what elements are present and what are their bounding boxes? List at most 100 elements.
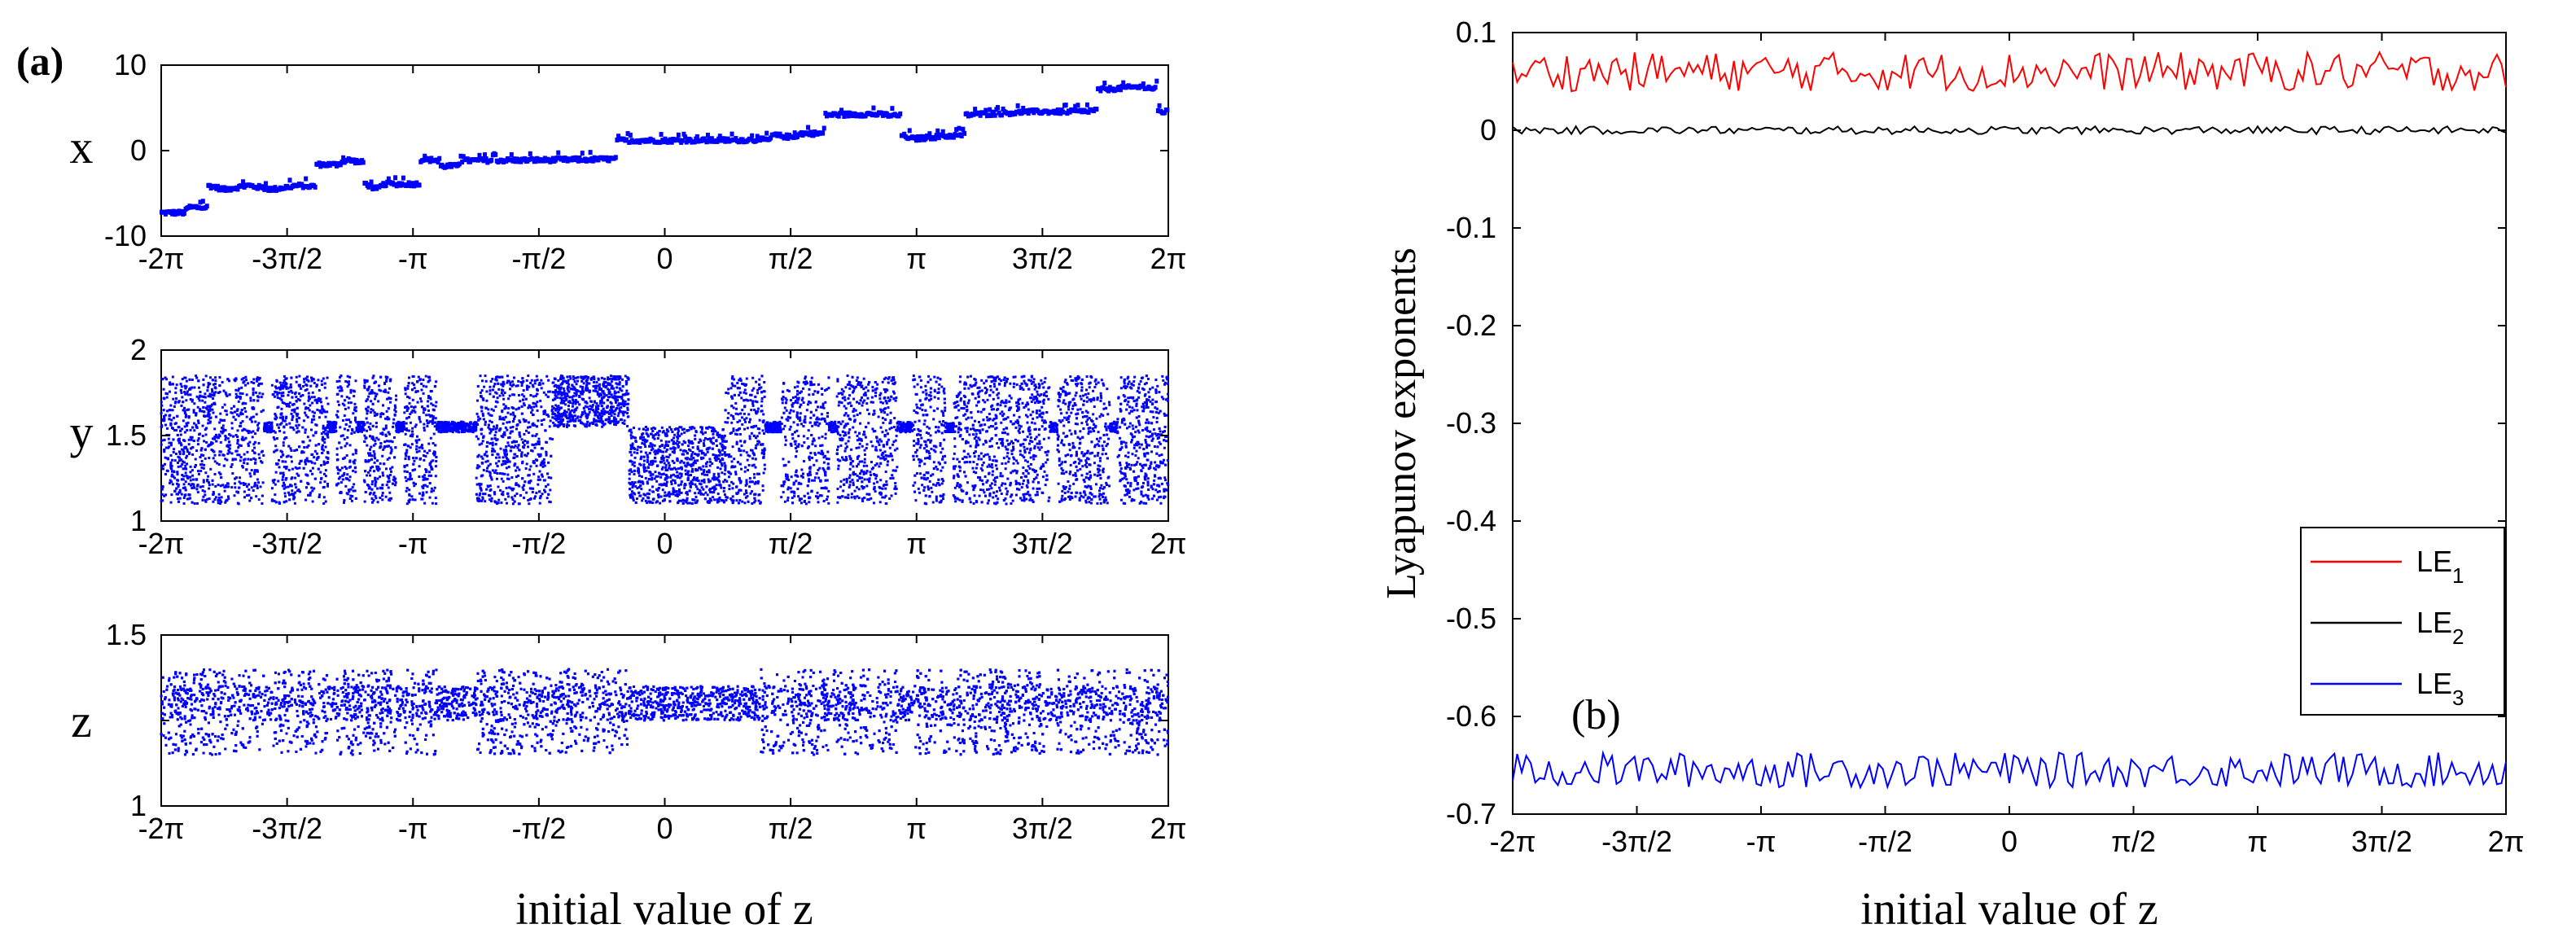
y-point bbox=[1123, 395, 1126, 398]
y-point bbox=[559, 406, 563, 409]
y-point bbox=[751, 457, 755, 460]
y-point bbox=[201, 488, 204, 492]
y-point bbox=[880, 410, 883, 414]
y-point bbox=[609, 374, 612, 378]
x-point bbox=[287, 177, 292, 183]
y-point bbox=[504, 405, 507, 408]
x-point bbox=[934, 133, 939, 138]
y-point bbox=[218, 390, 221, 393]
x-point bbox=[954, 127, 959, 133]
y-point bbox=[871, 427, 874, 431]
y-point bbox=[169, 453, 173, 457]
y-point bbox=[895, 396, 898, 400]
y-point bbox=[1166, 482, 1169, 485]
y-point bbox=[307, 399, 310, 402]
x-point bbox=[921, 134, 926, 140]
y-point bbox=[213, 401, 217, 405]
y-point bbox=[379, 496, 382, 499]
y-point bbox=[624, 400, 627, 403]
y-point bbox=[1064, 485, 1067, 488]
y-point bbox=[1097, 440, 1101, 443]
y-point bbox=[223, 485, 226, 488]
y-point bbox=[423, 449, 427, 453]
y-point bbox=[502, 394, 505, 397]
y-point bbox=[800, 398, 804, 401]
y-point bbox=[668, 464, 671, 467]
y-point bbox=[1071, 446, 1075, 449]
y-point bbox=[796, 488, 800, 491]
y-point bbox=[243, 490, 246, 493]
y-point bbox=[182, 478, 185, 481]
y-point bbox=[1000, 493, 1003, 496]
y-point bbox=[646, 456, 650, 459]
y-point bbox=[319, 481, 322, 484]
y-point bbox=[529, 381, 532, 384]
y-point bbox=[1125, 408, 1128, 411]
y-point bbox=[621, 399, 624, 402]
x-point bbox=[1140, 84, 1145, 90]
y-point bbox=[481, 457, 484, 460]
y-point bbox=[290, 455, 293, 458]
y-point bbox=[672, 461, 676, 464]
y-point bbox=[217, 391, 220, 394]
y-point bbox=[353, 402, 357, 405]
y-point bbox=[638, 462, 642, 466]
y-point bbox=[388, 491, 392, 494]
x-point bbox=[932, 136, 937, 142]
x-point bbox=[1106, 88, 1111, 94]
y-point bbox=[761, 429, 764, 432]
y-point bbox=[234, 482, 237, 485]
y-point bbox=[500, 477, 503, 480]
x-point bbox=[940, 129, 945, 134]
y-point bbox=[346, 374, 349, 378]
y-point bbox=[687, 445, 690, 448]
y-point bbox=[246, 485, 249, 488]
x-point bbox=[977, 110, 982, 116]
x-point bbox=[792, 130, 797, 136]
y-point bbox=[304, 462, 308, 466]
y-point bbox=[588, 396, 591, 400]
y-point bbox=[324, 415, 327, 418]
x-point bbox=[808, 129, 813, 135]
y-point bbox=[725, 498, 728, 501]
y-point bbox=[1036, 473, 1039, 476]
x-point bbox=[717, 134, 722, 139]
y-point bbox=[427, 400, 430, 403]
x-point bbox=[1098, 88, 1103, 94]
y-point bbox=[992, 408, 996, 411]
x-point bbox=[683, 134, 688, 140]
y-point bbox=[633, 472, 636, 475]
y-point bbox=[790, 409, 793, 412]
x-point bbox=[704, 139, 709, 145]
x-point bbox=[615, 137, 620, 142]
y-point bbox=[485, 488, 488, 491]
y-point bbox=[740, 445, 743, 448]
y-point bbox=[1015, 405, 1019, 408]
y-point bbox=[942, 414, 945, 417]
x-point bbox=[273, 185, 278, 191]
y-point bbox=[1125, 427, 1128, 430]
x-point bbox=[527, 156, 532, 162]
x-point bbox=[221, 187, 226, 193]
y-point bbox=[478, 482, 481, 485]
y-point bbox=[1145, 421, 1148, 424]
y-point bbox=[574, 398, 577, 401]
y-point bbox=[839, 485, 842, 488]
y-point bbox=[261, 481, 265, 484]
y-point bbox=[595, 402, 598, 405]
y-point bbox=[848, 383, 851, 386]
x-point bbox=[1165, 107, 1170, 113]
y-point bbox=[815, 409, 818, 412]
y-point bbox=[343, 414, 346, 418]
x-tick-label: π bbox=[906, 242, 927, 275]
y-point bbox=[1119, 436, 1122, 440]
y-point bbox=[780, 423, 783, 426]
y-point bbox=[422, 411, 425, 414]
y-point bbox=[1151, 386, 1154, 389]
y-point bbox=[871, 401, 874, 404]
y-point bbox=[696, 469, 699, 472]
y-point bbox=[352, 453, 355, 456]
y-point bbox=[582, 382, 585, 385]
y-point bbox=[821, 392, 824, 396]
y-point bbox=[1000, 379, 1003, 383]
